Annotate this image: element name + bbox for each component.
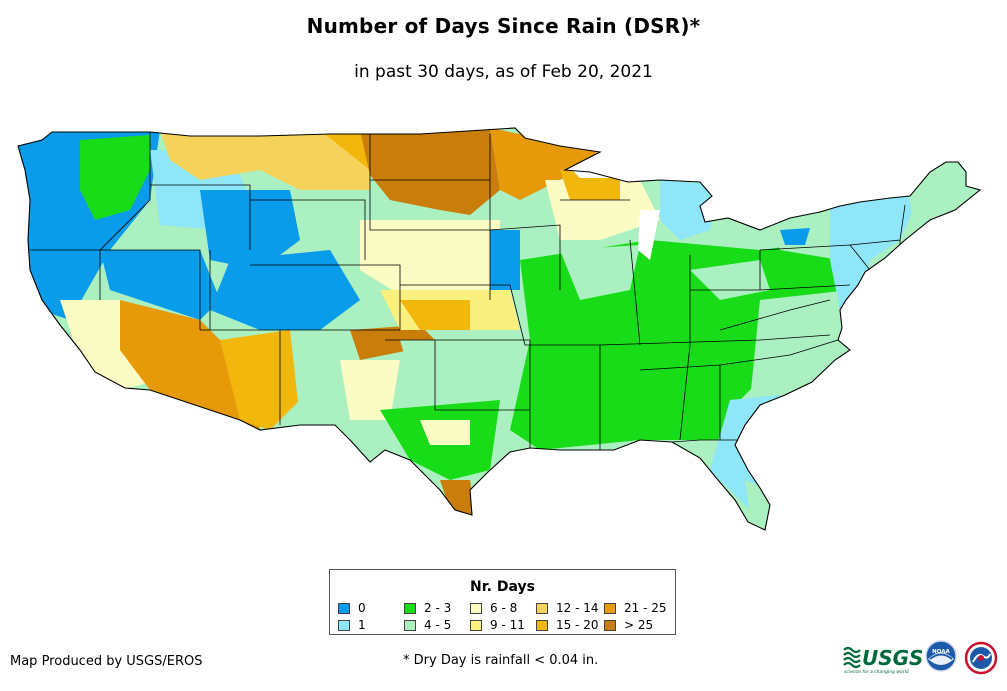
legend-label: 2 - 3 <box>424 601 452 615</box>
legend-swatch <box>604 619 616 631</box>
legend-item-9-11: 9 - 11 <box>470 618 525 632</box>
us-outline <box>17 127 982 531</box>
legend-label: 15 - 20 <box>556 618 599 632</box>
legend-label: 21 - 25 <box>624 601 667 615</box>
legend-item-4-5: 4 - 5 <box>404 618 451 632</box>
legend-item-12-14: 12 - 14 <box>536 601 599 615</box>
legend-label: 9 - 11 <box>490 618 525 632</box>
map-subtitle: in past 30 days, as of Feb 20, 2021 <box>354 62 653 82</box>
dsr-regions <box>18 128 980 530</box>
legend-item-21-25: 21 - 25 <box>604 601 667 615</box>
map-credit: Map Produced by USGS/EROS <box>10 654 203 669</box>
usgs-wave-icon <box>843 646 861 669</box>
legend-label: 12 - 14 <box>556 601 599 615</box>
legend-item-over-25: > 25 <box>604 618 653 632</box>
legend-item-6-8: 6 - 8 <box>470 601 517 615</box>
legend-swatch <box>404 619 416 631</box>
legend-swatch <box>338 619 350 631</box>
legend-label: 0 <box>358 601 366 615</box>
legend-item-0: 0 <box>338 601 366 615</box>
legend: Nr. Days 0 1 2 - 3 4 - 5 6 - 8 9 - 11 12… <box>329 569 676 635</box>
legend-label: 1 <box>358 618 366 632</box>
legend-item-15-20: 15 - 20 <box>536 618 599 632</box>
agency-logos: USGS science for a changing world NOAA <box>843 640 998 675</box>
legend-swatch <box>604 602 616 614</box>
legend-item-2-3: 2 - 3 <box>404 601 451 615</box>
legend-swatch <box>470 619 482 631</box>
legend-item-1: 1 <box>338 618 366 632</box>
legend-label: 4 - 5 <box>424 618 452 632</box>
map-title: Number of Days Since Rain (DSR)* <box>306 14 701 38</box>
legend-swatch <box>536 619 548 631</box>
legend-swatch <box>338 602 350 614</box>
usgs-logo: USGS science for a changing world <box>843 646 923 675</box>
noaa-logo: NOAA <box>925 640 957 672</box>
legend-label: 6 - 8 <box>490 601 518 615</box>
state-borders <box>30 132 906 450</box>
legend-label: > 25 <box>624 618 654 632</box>
legend-swatch <box>470 602 482 614</box>
legend-swatch <box>404 602 416 614</box>
usgs-wordmark: USGS <box>862 646 923 670</box>
nws-logo <box>964 641 998 675</box>
legend-swatch <box>536 602 548 614</box>
legend-title: Nr. Days <box>470 579 535 595</box>
usgs-tagline: science for a changing world <box>844 669 909 675</box>
conus-dsr-map <box>17 127 982 531</box>
noaa-wordmark: NOAA <box>932 649 950 655</box>
footnote: * Dry Day is rainfall < 0.04 in. <box>403 653 599 668</box>
